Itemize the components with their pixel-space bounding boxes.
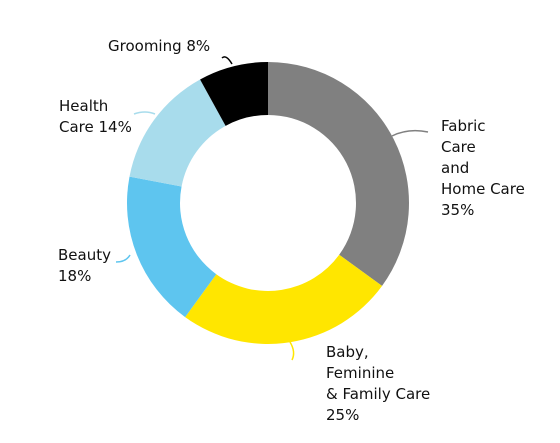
label-beauty: Beauty 18% — [58, 246, 111, 285]
slice-baby-care — [185, 254, 383, 345]
label-baby-care: Baby, Feminine & Family Care 25% — [326, 343, 431, 424]
slices-group — [127, 62, 409, 345]
leader-lines-group — [115, 56, 429, 361]
leader-health-care — [133, 111, 156, 115]
label-health-care: Health Care 14% — [59, 97, 132, 136]
slice-fabric-care — [268, 62, 409, 286]
leader-grooming — [221, 56, 233, 65]
slice-grooming — [200, 62, 268, 126]
leader-beauty — [115, 254, 131, 263]
leader-fabric-care — [391, 129, 429, 137]
label-fabric-care: Fabric Care and Home Care 35% — [441, 117, 525, 219]
slice-health-care — [129, 79, 226, 187]
label-grooming: Grooming 8% — [108, 37, 211, 55]
slice-beauty — [127, 176, 217, 318]
leader-baby-care — [289, 341, 295, 361]
